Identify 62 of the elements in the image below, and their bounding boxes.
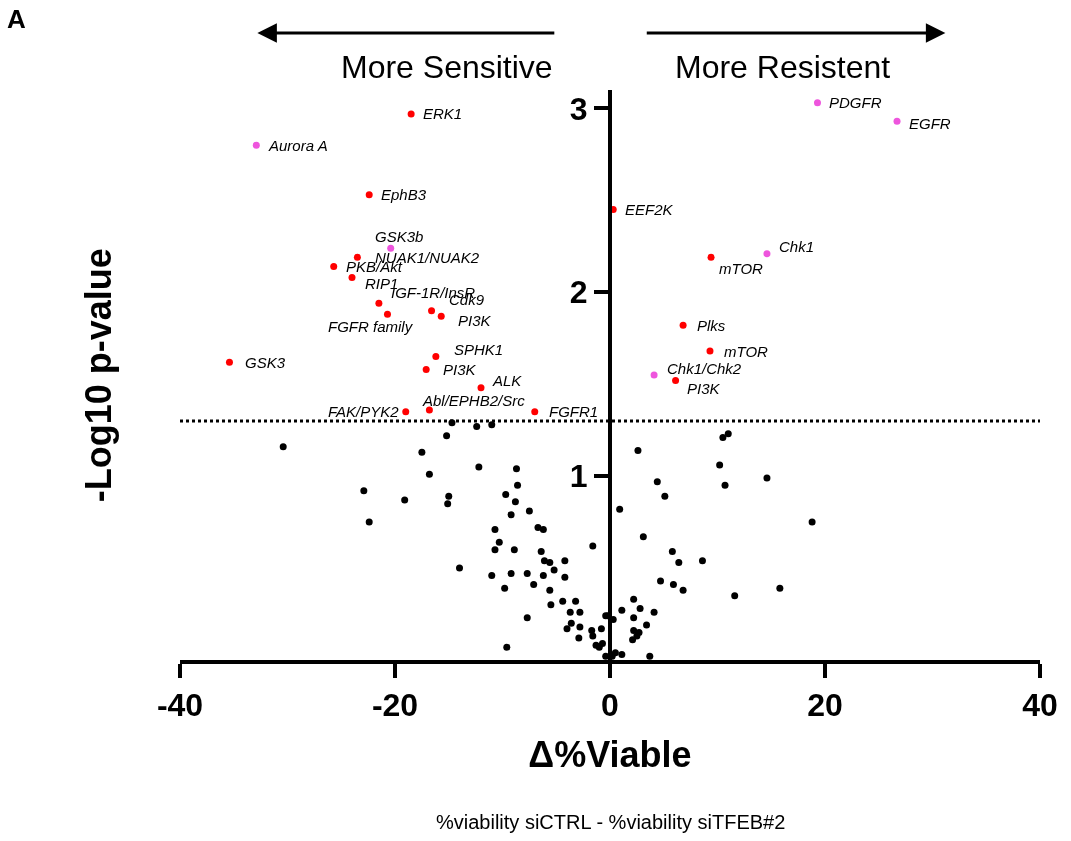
annotation: PI3K — [458, 312, 492, 329]
annotation: PI3K — [687, 380, 721, 397]
y-tick-label: 1 — [569, 458, 588, 495]
annotation: SPHK1 — [454, 341, 504, 358]
point — [706, 347, 714, 355]
point — [330, 263, 338, 271]
point — [387, 244, 395, 252]
point — [425, 406, 433, 414]
annotation: FGFR1 — [549, 403, 599, 420]
annotation: FAK/PYK2 — [328, 403, 400, 420]
annotation: mTOR — [719, 260, 764, 277]
point — [422, 365, 430, 373]
text: %viability siCTRL - %viability siTFEB#2 — [436, 811, 786, 833]
annotation: ALK — [492, 372, 523, 389]
point — [437, 312, 445, 320]
annotation: Chk1/Chk2 — [667, 360, 742, 377]
annotation: EGFR — [909, 115, 951, 132]
x-tick-label: -40 — [156, 687, 204, 724]
x-tick-label: 40 — [1022, 687, 1058, 724]
text: More Resistent — [675, 49, 891, 85]
point — [477, 384, 485, 392]
point — [813, 99, 821, 107]
point — [707, 253, 715, 261]
annotation: EphB3 — [381, 186, 427, 203]
annotation: mTOR — [724, 343, 769, 360]
point — [531, 408, 539, 416]
point — [428, 307, 436, 315]
annotation: GSK3 — [245, 354, 286, 371]
annotation: Plks — [697, 317, 726, 334]
point — [402, 408, 410, 416]
point — [672, 377, 680, 385]
point — [225, 358, 233, 366]
text: More Sensitive — [341, 49, 553, 85]
annotation: EEF2K — [625, 201, 674, 218]
annotation: GSK3b — [375, 228, 424, 245]
annotation: Chk1 — [779, 238, 815, 255]
x-tick-label: 20 — [807, 687, 843, 724]
y-tick-label: 2 — [569, 274, 588, 311]
annotation: ERK1 — [423, 105, 463, 122]
point — [375, 299, 383, 307]
annotation: PI3K — [443, 361, 477, 378]
point — [650, 371, 658, 379]
point — [383, 310, 391, 318]
point — [353, 253, 361, 261]
point — [407, 110, 415, 118]
point — [252, 141, 260, 149]
point — [679, 321, 687, 329]
point — [432, 353, 440, 361]
y-tick-label: 3 — [569, 90, 588, 127]
point — [763, 250, 771, 258]
annotation: Abl/EPHB2/Src — [422, 392, 526, 409]
point — [365, 191, 373, 199]
text: A — [7, 4, 26, 34]
x-tick-label: 0 — [601, 687, 619, 724]
y-axis-title: -Log10 p-value — [78, 248, 120, 503]
x-tick-label: -20 — [371, 687, 419, 724]
point — [348, 274, 356, 282]
point — [893, 117, 901, 125]
annotation: FGFR family — [328, 318, 414, 335]
x-axis-title: Δ%Viable — [528, 733, 692, 775]
annotation: Aurora A — [268, 137, 328, 154]
annotation: PDGFR — [829, 94, 882, 111]
